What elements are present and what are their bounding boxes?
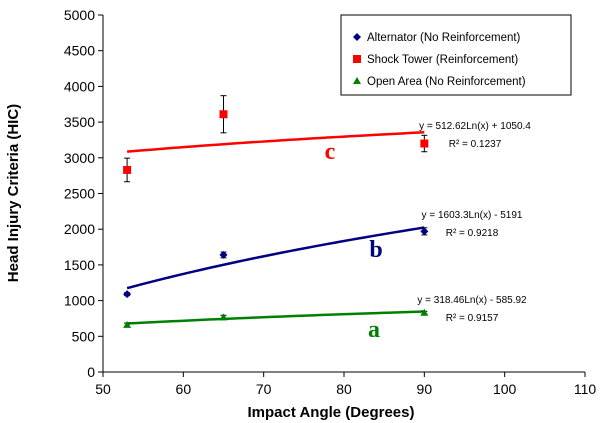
x-axis-title: Impact Angle (Degrees): [248, 404, 415, 421]
legend-label: Shock Tower (Reinforcement): [367, 54, 518, 66]
trendline-triangle: [127, 310, 425, 325]
legend-label: Alternator (No Reinforcement): [367, 32, 521, 44]
trend-equation: y = 318.46Ln(x) - 585.92: [417, 295, 527, 306]
trendline-diamond: [126, 226, 425, 290]
y-tick-label: 4500: [64, 43, 95, 59]
x-tick-label: 70: [256, 381, 272, 397]
data-point-diamond: [219, 250, 228, 259]
x-tick-label: 100: [493, 381, 517, 397]
trend-r-squared: R² = 0.9218: [446, 228, 499, 239]
data-point-triangle: [123, 320, 132, 328]
trendline-square: [126, 131, 425, 153]
legend-box: [340, 14, 572, 96]
y-tick-label: 1000: [64, 293, 95, 309]
x-tick-label: 110: [574, 381, 597, 397]
x-tick-label: 50: [95, 381, 111, 397]
trend-r-squared: R² = 0.1237: [449, 139, 502, 150]
data-point-diamond: [123, 290, 132, 299]
x-tick-label: 60: [176, 381, 192, 397]
data-point-diamond: [420, 227, 429, 236]
y-tick-label: 1500: [64, 257, 95, 273]
data-point-square: [420, 139, 429, 148]
y-tick-label: 3000: [64, 150, 95, 166]
x-tick-label: 90: [417, 381, 433, 397]
y-tick-label: 5000: [64, 7, 95, 23]
legend-label: Open Area (No Reinforcement): [367, 76, 526, 88]
series-letter: c: [325, 139, 336, 165]
legend-marker-triangle: [353, 77, 361, 84]
data-point-square: [219, 110, 228, 119]
y-tick-label: 3500: [64, 114, 95, 130]
y-tick-label: 2500: [64, 186, 95, 202]
y-tick-label: 0: [87, 364, 95, 380]
y-tick-label: 500: [72, 328, 96, 344]
data-point-square: [123, 165, 132, 174]
series-letter: b: [369, 237, 382, 263]
trend-equation: y = 512.62Ln(x) + 1050.4: [419, 121, 531, 132]
trend-equation: y = 1603.3Ln(x) - 5191: [422, 210, 523, 221]
y-tick-label: 2000: [64, 221, 95, 237]
y-tick-label: 4000: [64, 78, 95, 94]
x-tick-label: 80: [336, 381, 352, 397]
data-point-triangle: [420, 308, 429, 316]
trend-r-squared: R² = 0.9157: [446, 313, 499, 324]
legend-marker-diamond: [353, 33, 361, 41]
data-point-triangle: [219, 313, 228, 321]
legend-marker-square: [353, 55, 361, 63]
series-letter: a: [368, 317, 380, 343]
y-axis-title: Head Injury Criteria (HIC): [5, 104, 22, 282]
